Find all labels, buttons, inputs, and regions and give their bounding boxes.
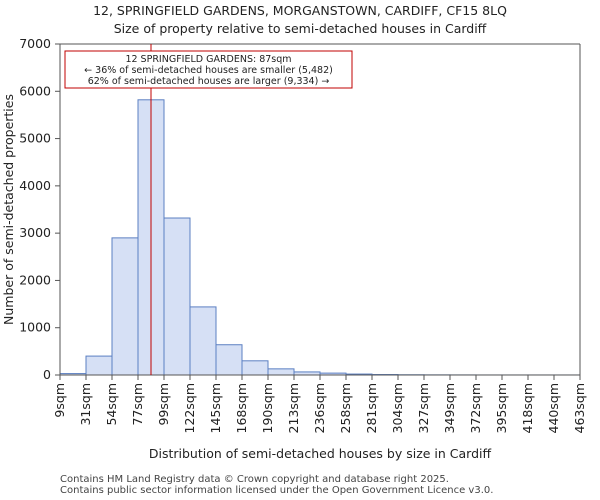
bar-190sqm (267, 368, 295, 376)
x-tick-label: 54sqm (104, 383, 119, 426)
x-tick-label: 395sqm (494, 383, 509, 433)
x-tick-label: 327sqm (416, 383, 431, 433)
x-tick-label: 99sqm (156, 383, 171, 426)
chart-subtitle: Size of property relative to semi-detach… (113, 21, 487, 36)
y-ticks-group: 0 1000 2000 3000 4000 5000 6000 7000 (19, 36, 60, 382)
y-tick-label: 5000 (19, 131, 51, 146)
y-tick-label: 4000 (19, 178, 51, 193)
bars-group (59, 99, 581, 376)
bar-31sqm (85, 355, 113, 376)
x-tick-label: 168sqm (234, 383, 249, 433)
y-tick-label: 7000 (19, 36, 51, 51)
y-axis-label: Number of semi-detached properties (1, 94, 16, 325)
x-tick-label: 418sqm (520, 383, 535, 433)
y-tick-label: 6000 (19, 83, 51, 98)
annotation-line-1: 12 SPRINGFIELD GARDENS: 87sqm (125, 54, 291, 65)
x-tick-label: 304sqm (390, 383, 405, 433)
x-tick-label: 213sqm (286, 383, 301, 433)
x-tick-label: 281sqm (364, 383, 379, 433)
footer-line-1: Contains HM Land Registry data © Crown c… (60, 474, 449, 485)
x-ticks-group: 9sqm 31sqm 54sqm 77sqm 99sqm 122sqm 145sqm 168s… (52, 375, 587, 433)
bar-122sqm (189, 306, 217, 376)
x-tick-label: 236sqm (312, 383, 327, 433)
x-tick-label: 463sqm (572, 383, 587, 433)
bar-168sqm (241, 360, 269, 376)
annotation-line-3: 62% of semi-detached houses are larger (… (88, 76, 330, 87)
x-tick-label: 372sqm (468, 383, 483, 433)
x-tick-label: 77sqm (130, 383, 145, 426)
x-tick-label: 190sqm (260, 383, 275, 433)
annotation-box (64, 50, 353, 89)
x-tick-label: 145sqm (208, 383, 223, 433)
bar-99sqm (163, 217, 191, 376)
annotation-line-2: ← 36% of semi-detached houses are smalle… (84, 65, 333, 76)
x-tick-label: 122sqm (182, 383, 197, 433)
bar-54sqm (111, 237, 139, 376)
y-tick-label: 2000 (19, 272, 51, 287)
x-tick-label: 349sqm (442, 383, 457, 433)
x-tick-label: 31sqm (78, 383, 93, 426)
y-tick-label: 3000 (19, 225, 51, 240)
y-tick-label: 1000 (19, 320, 51, 335)
x-tick-label: 9sqm (52, 383, 67, 418)
bar-145sqm (215, 344, 243, 376)
x-tick-label: 440sqm (546, 383, 561, 433)
y-tick-label: 0 (43, 367, 51, 382)
x-axis-label: Distribution of semi-detached houses by … (149, 446, 492, 461)
x-tick-label: 258sqm (338, 383, 353, 433)
footer-line-2: Contains public sector information licen… (60, 485, 494, 496)
chart-title: 12, SPRINGFIELD GARDENS, MORGANSTOWN, CA… (93, 3, 507, 18)
